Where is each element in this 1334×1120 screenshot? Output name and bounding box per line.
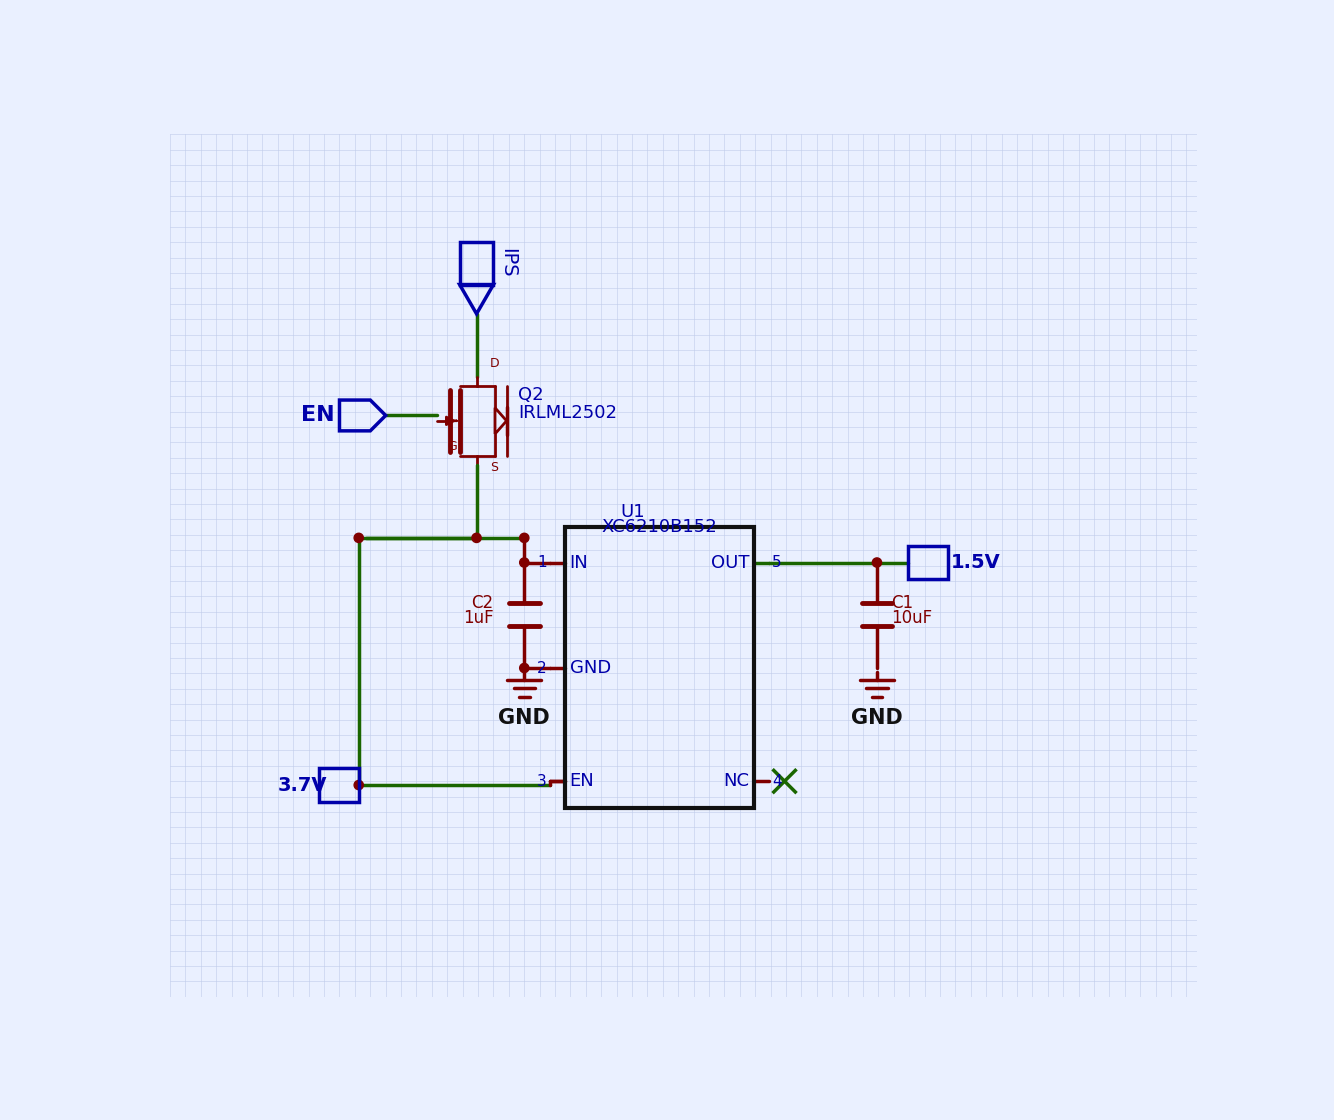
- Text: GND: GND: [499, 708, 550, 728]
- Text: G: G: [447, 440, 458, 452]
- Text: 1: 1: [538, 556, 547, 570]
- Text: 3.7V: 3.7V: [277, 775, 327, 794]
- Bar: [460, 242, 494, 284]
- Text: Q2: Q2: [518, 385, 544, 403]
- Text: 5: 5: [772, 556, 782, 570]
- Text: IPS: IPS: [498, 249, 518, 278]
- Text: OUT: OUT: [711, 553, 750, 571]
- Text: 1uF: 1uF: [463, 609, 494, 627]
- Circle shape: [472, 533, 482, 542]
- Text: GND: GND: [570, 659, 611, 676]
- Circle shape: [520, 558, 528, 567]
- Text: GND: GND: [851, 708, 903, 728]
- Text: IN: IN: [570, 553, 588, 571]
- Bar: [566, 528, 754, 809]
- Circle shape: [872, 558, 882, 567]
- Text: C1: C1: [891, 594, 912, 612]
- Circle shape: [520, 663, 528, 673]
- Text: C2: C2: [471, 594, 494, 612]
- Text: 2: 2: [538, 661, 547, 675]
- Circle shape: [520, 533, 528, 542]
- Text: 3: 3: [536, 774, 547, 788]
- Text: EN: EN: [570, 772, 595, 791]
- Text: 4: 4: [772, 774, 782, 788]
- Text: U1: U1: [620, 503, 646, 521]
- Circle shape: [354, 781, 363, 790]
- Text: IRLML2502: IRLML2502: [518, 404, 618, 422]
- Text: 1.5V: 1.5V: [951, 553, 1000, 572]
- Text: 10uF: 10uF: [891, 609, 932, 627]
- Text: XC6210B152: XC6210B152: [602, 519, 718, 536]
- Text: D: D: [490, 357, 499, 371]
- Text: EN: EN: [301, 405, 335, 426]
- Circle shape: [354, 533, 363, 542]
- Text: NC: NC: [723, 772, 750, 791]
- Text: S: S: [490, 460, 498, 474]
